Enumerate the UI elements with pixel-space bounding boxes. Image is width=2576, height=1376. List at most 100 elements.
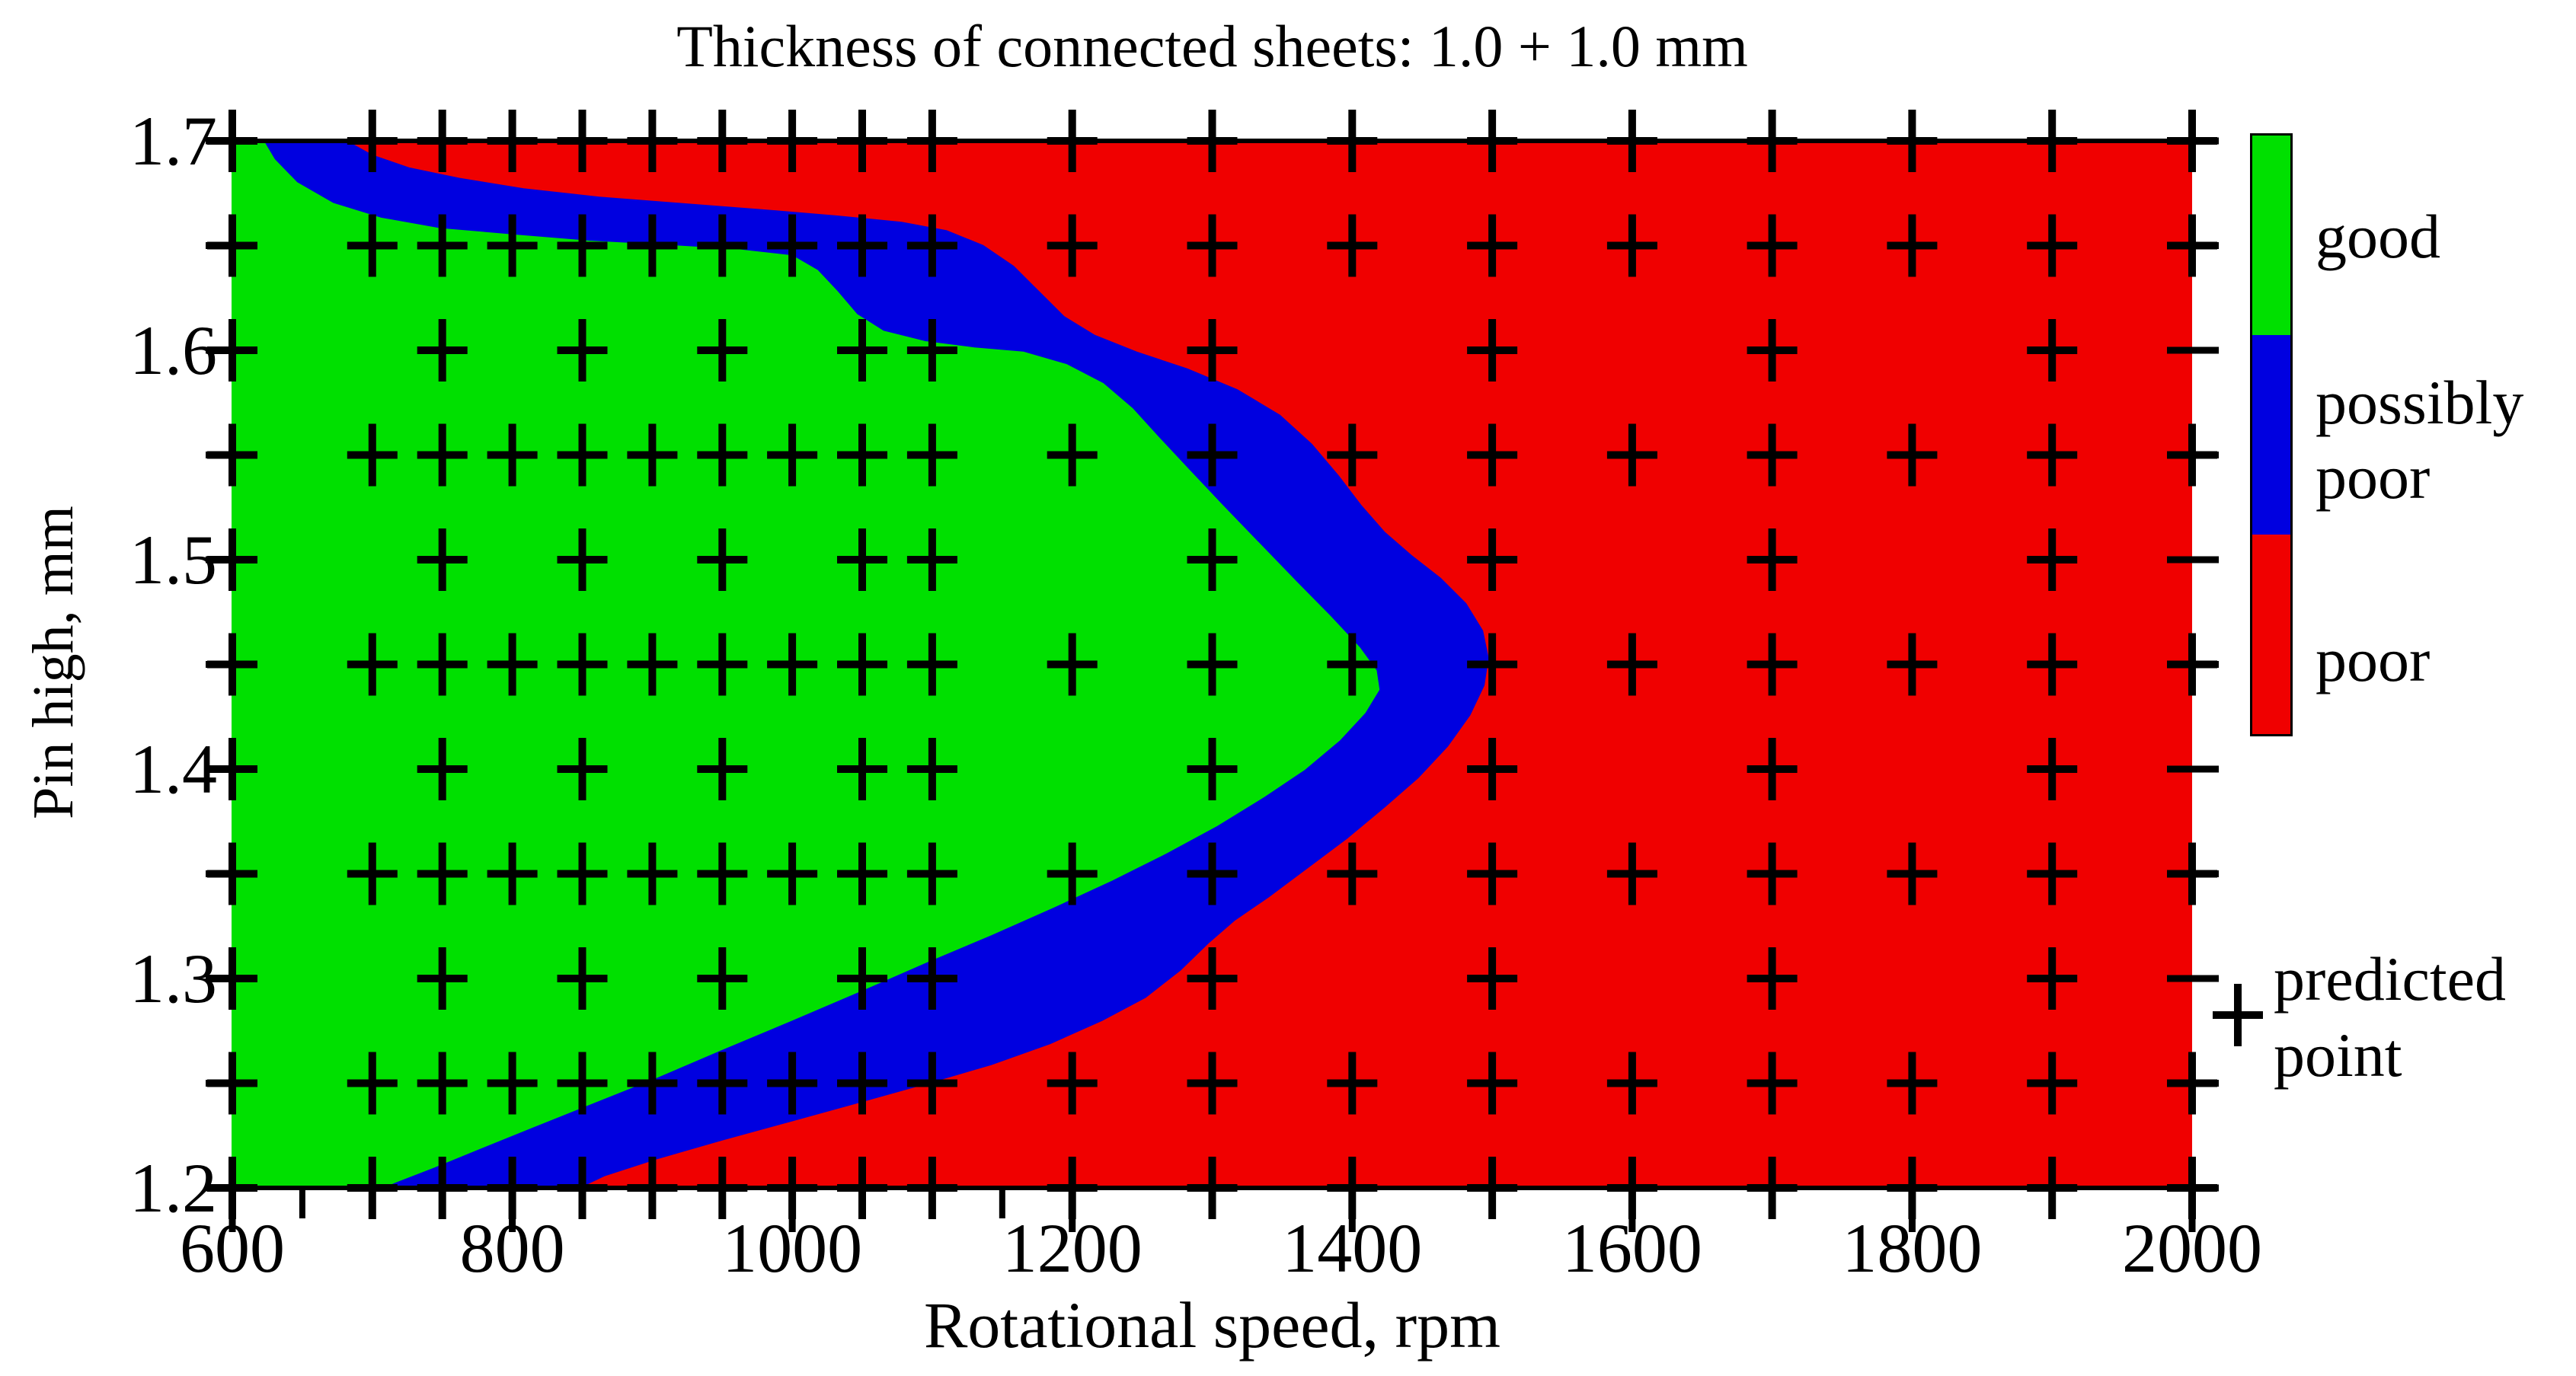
predicted-point-marker xyxy=(1747,319,1798,382)
predicted-point-marker xyxy=(837,528,887,591)
predicted-point-marker xyxy=(1187,633,1238,696)
legend-colorbar xyxy=(2250,133,2293,736)
predicted-point-marker xyxy=(627,842,678,905)
predicted-point-marker xyxy=(417,1052,468,1115)
predicted-point-marker xyxy=(1747,842,1798,905)
predicted-point-marker xyxy=(1327,110,1378,172)
predicted-point-marker xyxy=(207,738,257,800)
predicted-point-marker xyxy=(697,633,748,696)
predicted-point-marker xyxy=(906,842,957,905)
x-axis-label: Rotational speed, rpm xyxy=(923,1288,1501,1362)
predicted-point-marker xyxy=(627,214,678,277)
predicted-point-marker xyxy=(1187,1052,1238,1115)
predicted-point-marker xyxy=(1047,1052,1098,1115)
predicted-point-marker xyxy=(837,110,887,172)
predicted-point-marker xyxy=(767,633,818,696)
predicted-point-marker xyxy=(1327,1052,1378,1115)
predicted-point-marker xyxy=(1467,319,1518,382)
predicted-point-marker xyxy=(1187,214,1238,277)
predicted-point-marker xyxy=(207,528,257,591)
predicted-point-marker xyxy=(557,110,608,172)
predicted-point-marker xyxy=(487,110,538,172)
predicted-point-marker xyxy=(2027,633,2078,696)
predicted-point-marker xyxy=(557,214,608,277)
predicted-point-marker xyxy=(837,319,887,382)
predicted-point-marker xyxy=(1467,110,1518,172)
y-tick-label: 1.5 xyxy=(129,521,217,599)
predicted-point-marker xyxy=(697,1052,748,1115)
predicted-point-marker xyxy=(1747,1052,1798,1115)
predicted-point-marker xyxy=(1467,842,1518,905)
predicted-point-marker xyxy=(1187,947,1238,1010)
predicted-point-marker xyxy=(207,842,257,905)
predicted-point-marker xyxy=(1606,842,1657,905)
predicted-point-marker xyxy=(906,633,957,696)
predicted-point-marker xyxy=(1606,214,1657,277)
predicted-point-marker xyxy=(417,842,468,905)
predicted-point-marker xyxy=(697,423,748,487)
predicted-point-marker xyxy=(1467,214,1518,277)
predicted-point-marker xyxy=(1187,528,1238,591)
predicted-point-marker xyxy=(1187,319,1238,382)
predicted-point-marker xyxy=(837,738,887,800)
predicted-point-marker xyxy=(2167,633,2217,696)
predicted-point-marker xyxy=(1467,423,1518,487)
x-tick-label: 2000 xyxy=(2122,1209,2262,1287)
predicted-point-marker xyxy=(557,1157,608,1219)
predicted-point-marker xyxy=(1187,842,1238,905)
predicted-point-marker xyxy=(207,110,257,172)
predicted-point-marker xyxy=(1047,842,1098,905)
predicted-point-marker xyxy=(207,947,257,1010)
predicted-point-marker xyxy=(906,319,957,382)
predicted-point-marker xyxy=(1187,738,1238,800)
predicted-point-marker xyxy=(557,1052,608,1115)
predicted-point-marker xyxy=(2167,1052,2217,1115)
predicted-point-marker xyxy=(1467,633,1518,696)
predicted-point-marker xyxy=(1747,633,1798,696)
predicted-point-marker xyxy=(1327,1157,1378,1219)
predicted-point-marker xyxy=(1047,423,1098,487)
x-tick-label: 600 xyxy=(180,1209,285,1287)
predicted-point-marker xyxy=(2027,110,2078,172)
predicted-point-marker xyxy=(487,842,538,905)
predicted-point-marker xyxy=(837,633,887,696)
x-tick-label: 1000 xyxy=(722,1209,863,1287)
predicted-point-marker xyxy=(1047,110,1098,172)
predicted-point-marker xyxy=(627,423,678,487)
predicted-point-marker xyxy=(767,1052,818,1115)
predicted-point-marker xyxy=(767,214,818,277)
predicted-point-marker xyxy=(557,423,608,487)
predicted-point-marker xyxy=(2167,110,2217,172)
legend-predicted-point-marker xyxy=(2213,984,2263,1046)
predicted-point-marker xyxy=(557,633,608,696)
predicted-point-marker xyxy=(697,528,748,591)
predicted-point-marker xyxy=(1327,633,1378,696)
predicted-point-marker xyxy=(697,319,748,382)
predicted-point-marker xyxy=(417,110,468,172)
predicted-point-marker xyxy=(2167,214,2217,277)
predicted-point-marker xyxy=(837,1052,887,1115)
predicted-point-marker xyxy=(417,633,468,696)
x-tick-label: 800 xyxy=(459,1209,565,1287)
predicted-point-marker xyxy=(2027,319,2078,382)
legend-label-possibly-poor-line2: poor xyxy=(2316,442,2431,512)
predicted-point-marker xyxy=(1747,528,1798,591)
predicted-point-marker xyxy=(1047,633,1098,696)
predicted-point-marker xyxy=(1606,1157,1657,1219)
predicted-point-marker xyxy=(1747,110,1798,172)
predicted-point-marker xyxy=(1047,1157,1098,1219)
x-tick-label: 1200 xyxy=(1002,1209,1143,1287)
predicted-point-marker xyxy=(1747,947,1798,1010)
predicted-point-marker xyxy=(697,1157,748,1219)
predicted-point-marker xyxy=(697,738,748,800)
predicted-point-marker xyxy=(2027,214,2078,277)
predicted-point-marker xyxy=(487,423,538,487)
predicted-point-marker xyxy=(417,528,468,591)
predicted-point-marker xyxy=(1887,1157,1938,1219)
predicted-point-marker xyxy=(1467,947,1518,1010)
legend-swatch-possibly-poor xyxy=(2252,335,2290,535)
predicted-point-marker xyxy=(837,842,887,905)
predicted-point-marker xyxy=(1747,738,1798,800)
predicted-point-marker xyxy=(1747,423,1798,487)
